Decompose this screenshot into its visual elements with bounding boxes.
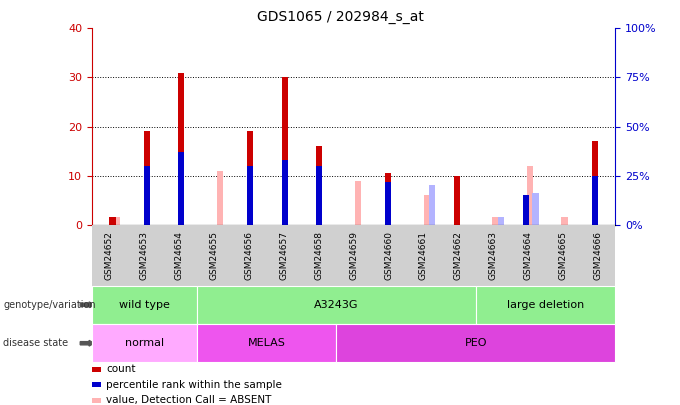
Bar (316, 166, 322, 225)
Text: GSM24657: GSM24657 (279, 231, 288, 279)
Bar (109, 217, 116, 225)
Bar (498, 217, 504, 225)
Text: disease state: disease state (3, 338, 69, 348)
Bar (217, 171, 223, 225)
Text: GSM24661: GSM24661 (419, 231, 428, 279)
Text: A3243G: A3243G (314, 300, 358, 310)
Bar (429, 185, 435, 225)
Bar (316, 146, 322, 225)
Bar (282, 77, 288, 225)
Text: GSM24660: GSM24660 (384, 231, 393, 279)
Bar (178, 152, 184, 225)
Text: normal: normal (124, 338, 164, 348)
Bar (143, 166, 150, 225)
Bar (523, 195, 529, 225)
Text: GSM24656: GSM24656 (244, 231, 254, 279)
Bar (178, 72, 184, 225)
Text: GSM24658: GSM24658 (314, 231, 323, 279)
Text: value, Detection Call = ABSENT: value, Detection Call = ABSENT (106, 395, 271, 405)
Bar (247, 166, 254, 225)
Text: GSM24662: GSM24662 (454, 231, 463, 279)
Text: GSM24665: GSM24665 (558, 231, 568, 279)
Text: large deletion: large deletion (507, 300, 584, 310)
Bar (561, 217, 568, 225)
Text: PEO: PEO (464, 338, 487, 348)
Text: GSM24653: GSM24653 (139, 231, 149, 279)
Text: MELAS: MELAS (248, 338, 286, 348)
Text: GSM24663: GSM24663 (489, 231, 498, 279)
Text: wild type: wild type (119, 300, 169, 310)
Bar (282, 160, 288, 225)
Text: GSM24655: GSM24655 (209, 231, 218, 279)
Text: GSM24664: GSM24664 (524, 231, 532, 279)
Bar (527, 166, 533, 225)
Text: GSM24654: GSM24654 (175, 231, 184, 279)
Bar (492, 217, 498, 225)
Text: genotype/variation: genotype/variation (3, 300, 96, 310)
Bar (454, 176, 460, 225)
Bar (143, 132, 150, 225)
Bar (592, 176, 598, 225)
Bar (355, 181, 361, 225)
Text: GSM24666: GSM24666 (594, 231, 602, 279)
Bar (424, 195, 430, 225)
Text: count: count (106, 364, 135, 374)
Bar (385, 173, 391, 225)
Text: GSM24659: GSM24659 (349, 231, 358, 279)
Bar (385, 181, 391, 225)
Bar (114, 217, 120, 225)
Bar (532, 193, 539, 225)
Bar (247, 132, 254, 225)
Text: percentile rank within the sample: percentile rank within the sample (106, 380, 282, 390)
Bar (592, 141, 598, 225)
Text: GDS1065 / 202984_s_at: GDS1065 / 202984_s_at (256, 10, 424, 24)
Text: GSM24652: GSM24652 (105, 231, 114, 279)
